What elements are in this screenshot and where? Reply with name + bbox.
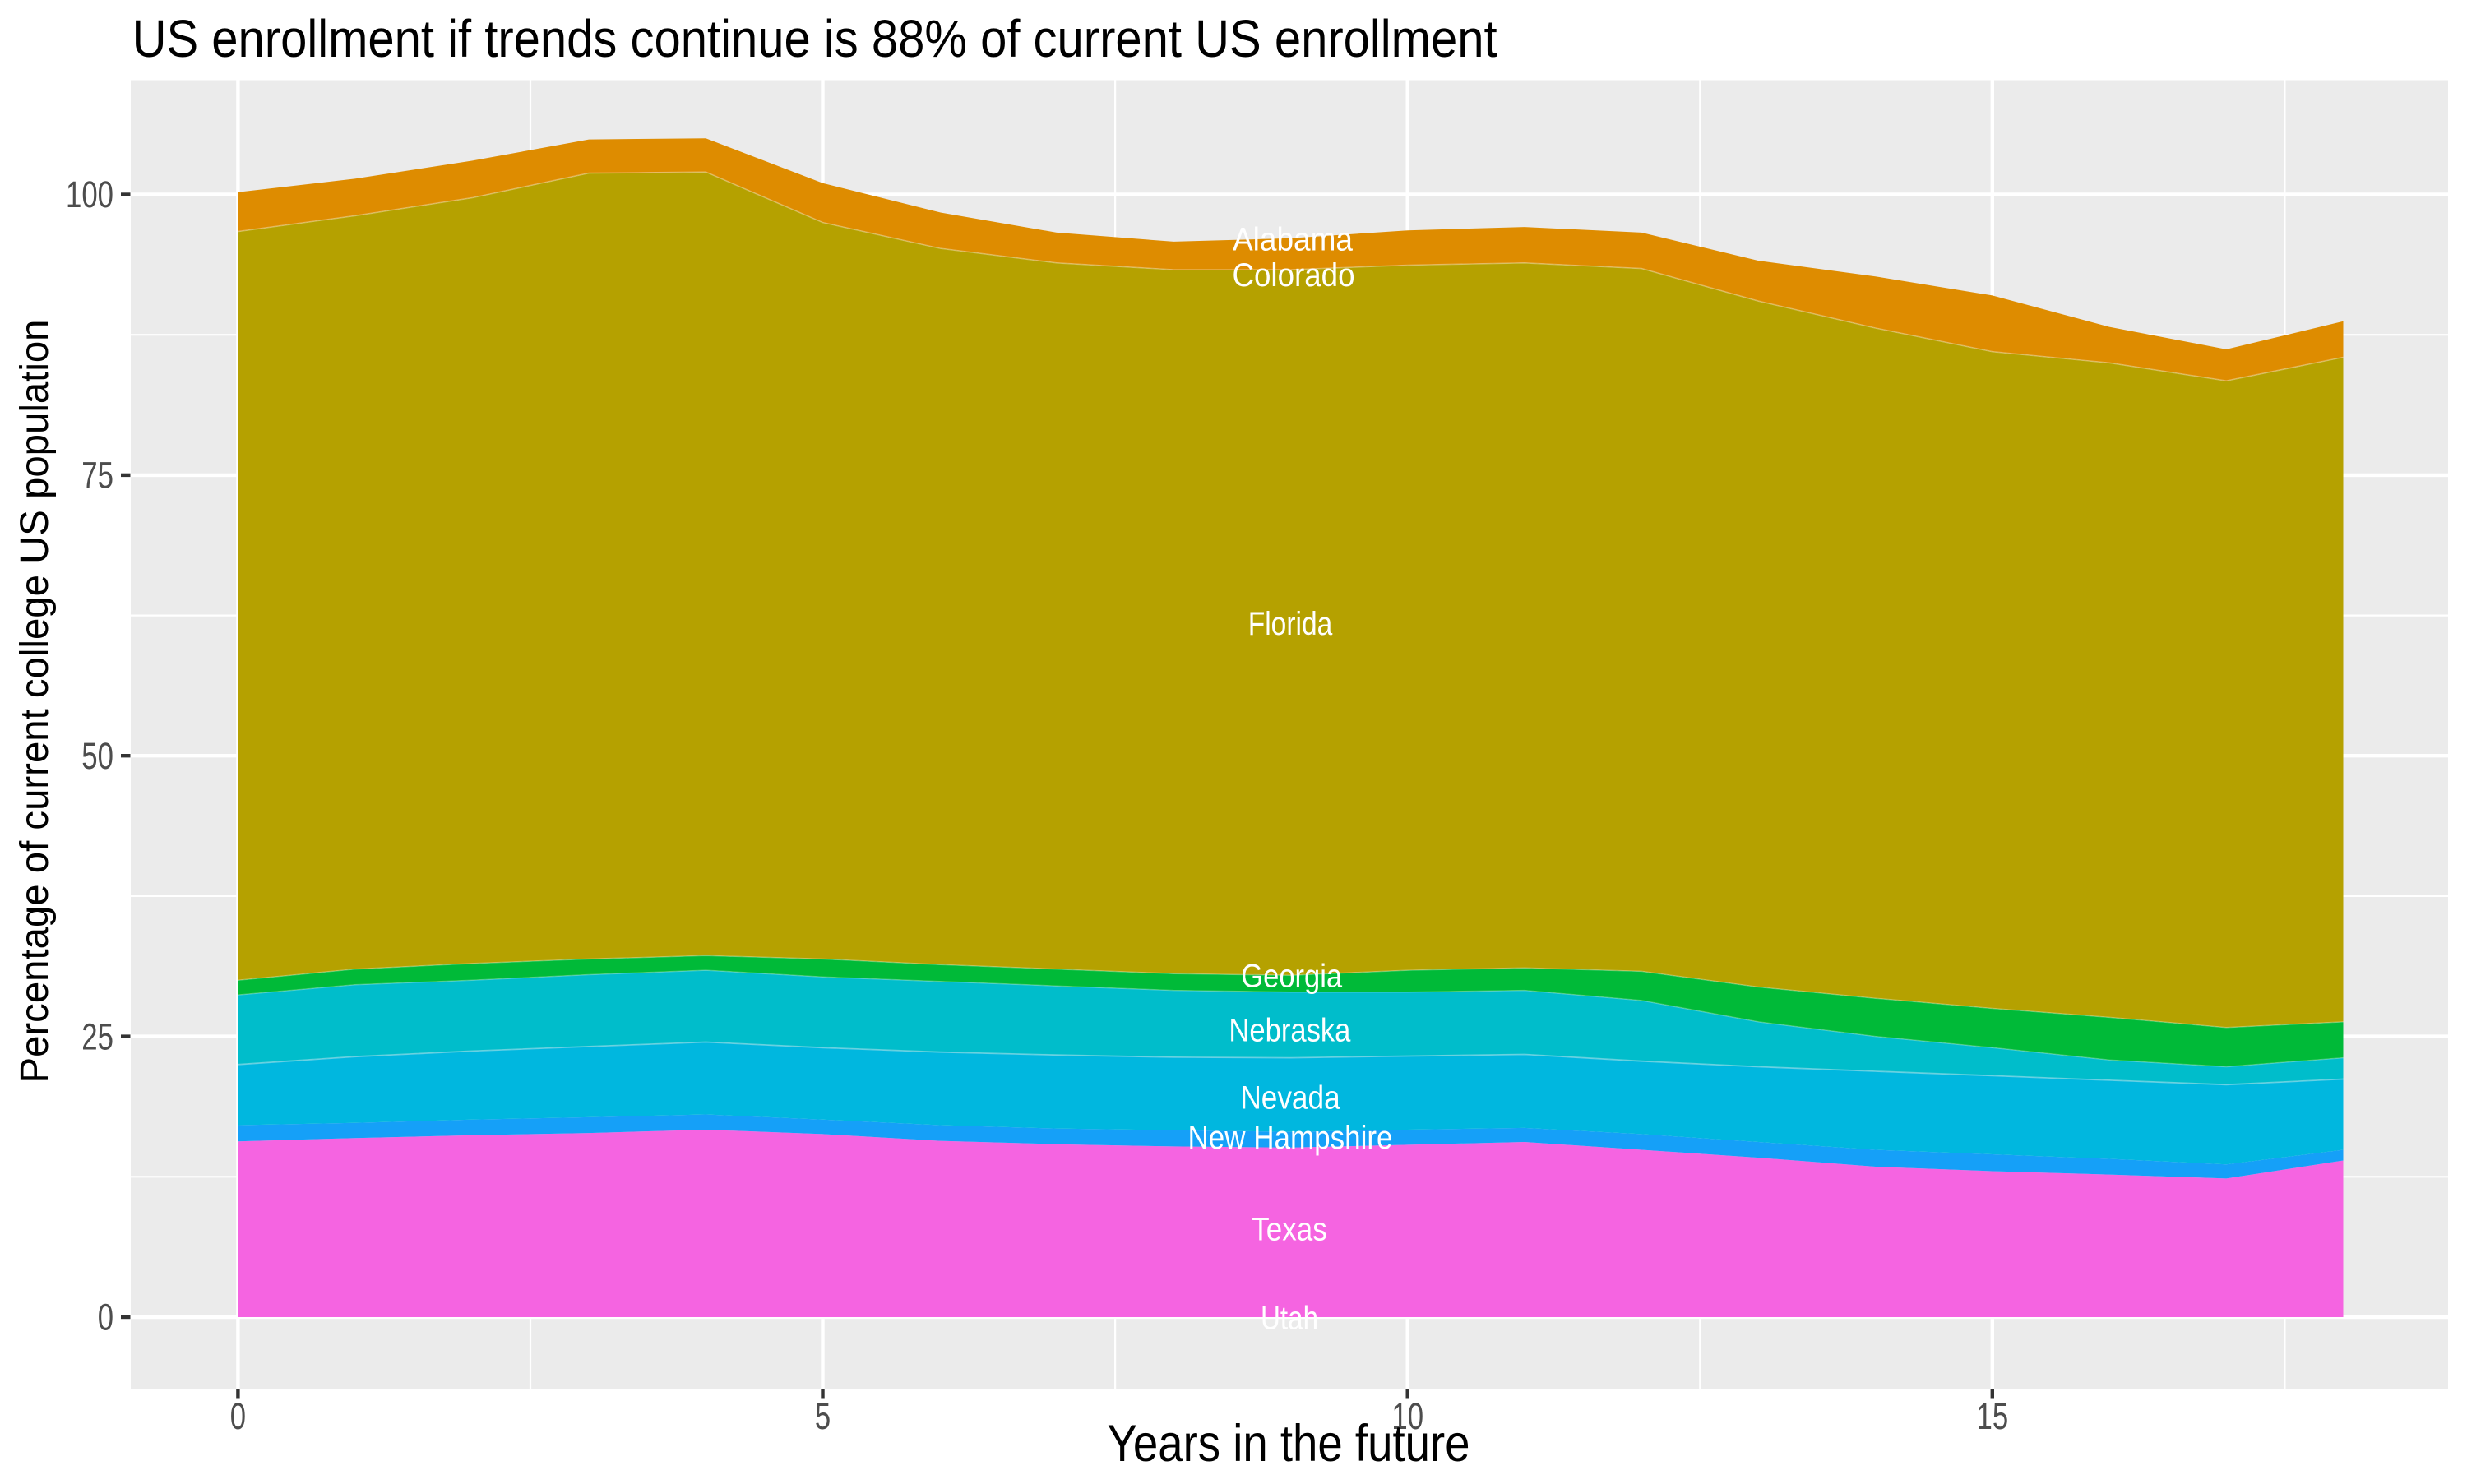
svg-text:100: 100 xyxy=(66,173,113,215)
svg-text:US enrollment if trends contin: US enrollment if trends continue is 88% … xyxy=(132,9,1497,68)
svg-text:Florida: Florida xyxy=(1248,606,1333,642)
svg-text:0: 0 xyxy=(230,1395,246,1437)
svg-text:15: 15 xyxy=(1977,1395,2009,1437)
svg-text:25: 25 xyxy=(81,1015,113,1057)
svg-text:10: 10 xyxy=(1391,1395,1423,1437)
svg-text:50: 50 xyxy=(81,735,113,777)
svg-text:Utah: Utah xyxy=(1261,1301,1318,1337)
svg-text:Nevada: Nevada xyxy=(1240,1079,1340,1116)
svg-text:75: 75 xyxy=(81,455,113,497)
svg-text:Colorado: Colorado xyxy=(1233,257,1355,294)
svg-text:Percentage of current college: Percentage of current college US populat… xyxy=(13,320,57,1084)
svg-text:5: 5 xyxy=(815,1395,831,1437)
svg-text:Alabama: Alabama xyxy=(1233,222,1354,258)
svg-text:Nebraska: Nebraska xyxy=(1229,1013,1351,1049)
svg-text:Texas: Texas xyxy=(1252,1211,1326,1247)
svg-text:New Hampshire: New Hampshire xyxy=(1188,1120,1393,1156)
svg-text:Georgia: Georgia xyxy=(1241,958,1342,994)
svg-text:Years in the future: Years in the future xyxy=(1108,1415,1470,1472)
svg-text:0: 0 xyxy=(98,1297,113,1338)
